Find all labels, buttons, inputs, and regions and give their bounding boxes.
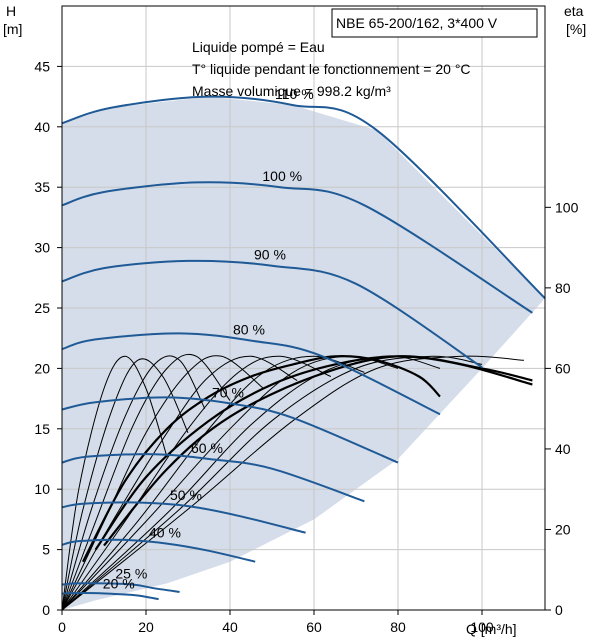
- x-tick-label: 0: [58, 619, 66, 635]
- y-tick-label: 35: [34, 179, 50, 195]
- efficiency-curve: [61, 355, 331, 611]
- speed-label: 110 %: [275, 86, 314, 102]
- y-tick-label: 20: [34, 360, 50, 376]
- speed-label: 80 %: [233, 322, 265, 338]
- speed-label: 100 %: [262, 168, 302, 184]
- y2-tick-label: 20: [555, 521, 571, 537]
- y2-tick-label: 0: [555, 602, 563, 618]
- head-curve: [61, 591, 159, 601]
- chart-title: NBE 65-200/162, 3*400 V: [336, 15, 498, 31]
- head-curve: [61, 538, 256, 563]
- efficiency-curve: [61, 355, 365, 611]
- head-curve: [61, 453, 365, 503]
- y-tick-label: 10: [34, 481, 50, 497]
- y-tick-label: 40: [34, 119, 50, 135]
- head-curve: [61, 95, 546, 300]
- y2-tick-label: 100: [555, 199, 579, 215]
- y-tick-label: 5: [42, 542, 50, 558]
- efficiency-curve: [61, 353, 231, 611]
- speed-label: 70 %: [212, 384, 244, 400]
- head-curve: [61, 582, 180, 593]
- y-tick-label: 15: [34, 421, 50, 437]
- speed-label: 50 %: [170, 487, 202, 503]
- y2-tick-label: 80: [555, 280, 571, 296]
- speed-label: 90 %: [254, 247, 286, 263]
- y2-axis-unit: [%]: [566, 21, 586, 37]
- speed-label: 20 %: [103, 575, 135, 591]
- y-tick-label: 45: [34, 58, 50, 74]
- head-curve: [61, 501, 306, 534]
- head-curve: [61, 181, 533, 314]
- y-tick-label: 30: [34, 240, 50, 256]
- x-axis-label: Q [m³/h]: [466, 621, 517, 637]
- head-curve: [61, 332, 441, 416]
- x-tick-label: 40: [222, 619, 238, 635]
- y-tick-label: 25: [34, 300, 50, 316]
- plot-area: 110 %100 %90 %80 %70 %60 %50 %40 %25 %20…: [34, 5, 579, 635]
- operating-envelope: [62, 96, 545, 611]
- x-tick-label: 100: [470, 619, 494, 635]
- y-axis-unit: [m]: [3, 21, 22, 37]
- note-line-1: Liquide pompé = Eau: [192, 39, 325, 55]
- note-line-2: T° liquide pendant le fonctionnement = 2…: [192, 61, 471, 77]
- x-tick-label: 60: [306, 619, 322, 635]
- speed-label: 60 %: [191, 440, 223, 456]
- x-tick-label: 20: [138, 619, 154, 635]
- y-axis-label: H: [6, 3, 16, 19]
- head-curve: [61, 396, 399, 464]
- efficiency-curve: [61, 355, 525, 611]
- y-tick-label: 0: [42, 602, 50, 618]
- speed-label: 25 %: [115, 566, 147, 582]
- note-line-3: Masse volumique = 998.2 kg/m³: [192, 83, 391, 99]
- y2-tick-label: 60: [555, 360, 571, 376]
- y2-axis-label: eta: [564, 3, 584, 19]
- title-box: [331, 8, 538, 38]
- efficiency-curve: [103, 355, 533, 547]
- head-curve: [61, 259, 483, 369]
- efficiency-curve: [82, 355, 441, 563]
- efficiency-curve: [61, 355, 264, 611]
- efficiency-curve: [61, 355, 168, 611]
- efficiency-curve: [61, 355, 206, 611]
- x-tick-label: 80: [390, 619, 406, 635]
- y2-tick-label: 40: [555, 441, 571, 457]
- speed-label: 40 %: [149, 525, 181, 541]
